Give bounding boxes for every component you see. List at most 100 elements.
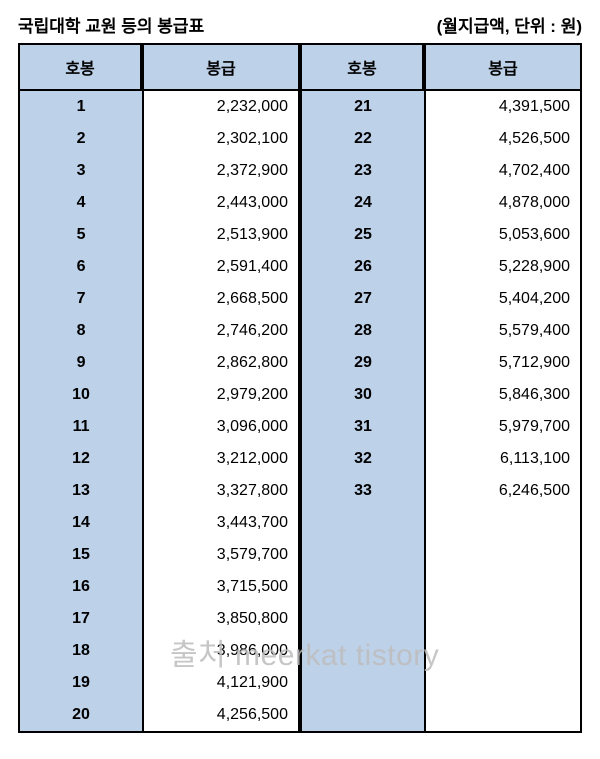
pay-cell: 5,712,900 (424, 347, 582, 379)
grade-cell: 3 (18, 155, 142, 187)
pay-cell: 4,878,000 (424, 187, 582, 219)
grade-cell: 8 (18, 315, 142, 347)
pay-cell: 3,327,800 (142, 475, 300, 507)
table-row: 12,232,000214,391,500 (18, 91, 582, 123)
table-row: 153,579,700 (18, 539, 582, 571)
table-row: 82,746,200285,579,400 (18, 315, 582, 347)
grade-cell (300, 603, 424, 635)
grade-cell: 11 (18, 411, 142, 443)
grade-cell: 26 (300, 251, 424, 283)
pay-cell: 2,443,000 (142, 187, 300, 219)
pay-cell (424, 699, 582, 733)
pay-cell: 2,302,100 (142, 123, 300, 155)
table-row: 143,443,700 (18, 507, 582, 539)
grade-cell (300, 699, 424, 733)
grade-cell: 15 (18, 539, 142, 571)
grade-cell: 33 (300, 475, 424, 507)
pay-cell: 3,715,500 (142, 571, 300, 603)
header-pay-1: 봉급 (142, 43, 300, 91)
grade-cell (300, 539, 424, 571)
grade-cell: 30 (300, 379, 424, 411)
grade-cell: 16 (18, 571, 142, 603)
table-row: 183,986,000 (18, 635, 582, 667)
pay-cell: 2,979,200 (142, 379, 300, 411)
grade-cell: 4 (18, 187, 142, 219)
grade-cell: 2 (18, 123, 142, 155)
pay-cell (424, 571, 582, 603)
table-row: 92,862,800295,712,900 (18, 347, 582, 379)
grade-cell: 28 (300, 315, 424, 347)
table-row: 72,668,500275,404,200 (18, 283, 582, 315)
grade-cell: 5 (18, 219, 142, 251)
grade-cell: 17 (18, 603, 142, 635)
pay-cell: 5,053,600 (424, 219, 582, 251)
pay-cell: 3,212,000 (142, 443, 300, 475)
table-header: 호봉 봉급 호봉 봉급 (18, 43, 582, 91)
title-row: 국립대학 교원 등의 봉급표 (월지급액, 단위 : 원) (18, 12, 582, 37)
pay-cell: 2,513,900 (142, 219, 300, 251)
grade-cell: 20 (18, 699, 142, 733)
pay-cell: 2,862,800 (142, 347, 300, 379)
grade-cell: 1 (18, 91, 142, 123)
table-row: 22,302,100224,526,500 (18, 123, 582, 155)
pay-cell (424, 635, 582, 667)
pay-cell: 3,096,000 (142, 411, 300, 443)
table-row: 42,443,000244,878,000 (18, 187, 582, 219)
grade-cell: 14 (18, 507, 142, 539)
grade-cell: 21 (300, 91, 424, 123)
grade-cell: 22 (300, 123, 424, 155)
page: 국립대학 교원 등의 봉급표 (월지급액, 단위 : 원) 호봉 봉급 호봉 봉… (0, 0, 600, 745)
pay-cell: 5,404,200 (424, 283, 582, 315)
pay-cell (424, 507, 582, 539)
grade-cell (300, 667, 424, 699)
pay-cell: 4,256,500 (142, 699, 300, 733)
pay-cell: 2,372,900 (142, 155, 300, 187)
title-right: (월지급액, 단위 : 원) (437, 12, 582, 37)
header-grade-2: 호봉 (300, 43, 424, 91)
pay-cell: 5,979,700 (424, 411, 582, 443)
grade-cell: 29 (300, 347, 424, 379)
pay-cell: 3,579,700 (142, 539, 300, 571)
pay-cell: 5,579,400 (424, 315, 582, 347)
pay-cell: 3,986,000 (142, 635, 300, 667)
pay-cell: 6,113,100 (424, 443, 582, 475)
table-row: 102,979,200305,846,300 (18, 379, 582, 411)
grade-cell: 32 (300, 443, 424, 475)
grade-cell: 19 (18, 667, 142, 699)
pay-cell: 5,228,900 (424, 251, 582, 283)
pay-cell: 4,391,500 (424, 91, 582, 123)
grade-cell: 23 (300, 155, 424, 187)
grade-cell: 18 (18, 635, 142, 667)
grade-cell: 25 (300, 219, 424, 251)
grade-cell: 9 (18, 347, 142, 379)
table-row: 204,256,500 (18, 699, 582, 733)
table-row: 194,121,900 (18, 667, 582, 699)
grade-cell (300, 571, 424, 603)
grade-cell: 31 (300, 411, 424, 443)
title-left: 국립대학 교원 등의 봉급표 (18, 12, 204, 37)
grade-cell: 27 (300, 283, 424, 315)
pay-cell: 3,850,800 (142, 603, 300, 635)
pay-cell: 2,668,500 (142, 283, 300, 315)
table-row: 123,212,000326,113,100 (18, 443, 582, 475)
grade-cell (300, 635, 424, 667)
pay-cell: 2,591,400 (142, 251, 300, 283)
header-grade-1: 호봉 (18, 43, 142, 91)
grade-cell: 10 (18, 379, 142, 411)
pay-cell: 4,526,500 (424, 123, 582, 155)
pay-cell: 4,702,400 (424, 155, 582, 187)
grade-cell: 12 (18, 443, 142, 475)
table-row: 173,850,800 (18, 603, 582, 635)
table-row: 32,372,900234,702,400 (18, 155, 582, 187)
pay-cell: 6,246,500 (424, 475, 582, 507)
table-row: 52,513,900255,053,600 (18, 219, 582, 251)
table-row: 163,715,500 (18, 571, 582, 603)
pay-cell: 3,443,700 (142, 507, 300, 539)
pay-cell (424, 603, 582, 635)
table-row: 62,591,400265,228,900 (18, 251, 582, 283)
pay-cell: 4,121,900 (142, 667, 300, 699)
pay-cell: 2,232,000 (142, 91, 300, 123)
table-row: 113,096,000315,979,700 (18, 411, 582, 443)
grade-cell: 7 (18, 283, 142, 315)
pay-cell (424, 667, 582, 699)
